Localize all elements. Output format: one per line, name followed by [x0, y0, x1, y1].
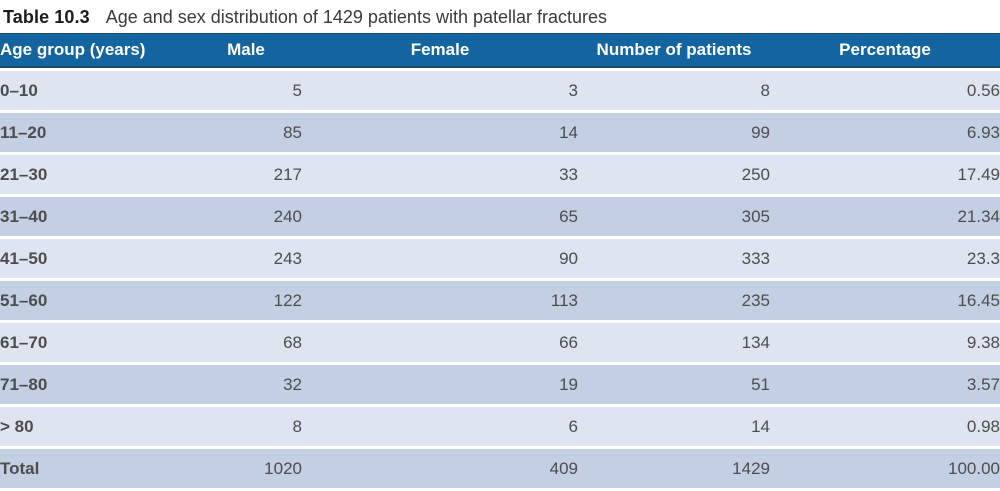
table-row: 51–60 122 113 235 16.45 — [0, 281, 1000, 320]
table-row: > 80 8 6 14 0.98 — [0, 407, 1000, 446]
data-table: Age group (years) Male Female Number of … — [0, 30, 1000, 491]
cell-patients: 305 — [578, 197, 770, 236]
table-row-total: Total 1020 409 1429 100.00 — [0, 449, 1000, 488]
cell-female: 3 — [302, 71, 578, 110]
cell-female: 65 — [302, 197, 578, 236]
cell-age-group: > 80 — [0, 407, 190, 446]
table-row: 11–20 85 14 99 6.93 — [0, 113, 1000, 152]
cell-age-group: 11–20 — [0, 113, 190, 152]
table-row: 31–40 240 65 305 21.34 — [0, 197, 1000, 236]
cell-patients: 14 — [578, 407, 770, 446]
table-row: 71–80 32 19 51 3.57 — [0, 365, 1000, 404]
cell-percentage: 0.98 — [770, 407, 1000, 446]
column-header-age-group: Age group (years) — [0, 33, 190, 68]
column-header-percentage: Percentage — [770, 33, 1000, 68]
cell-percentage: 9.38 — [770, 323, 1000, 362]
cell-percentage: 23.3 — [770, 239, 1000, 278]
cell-age-group: 41–50 — [0, 239, 190, 278]
table-row: 61–70 68 66 134 9.38 — [0, 323, 1000, 362]
cell-age-group: 61–70 — [0, 323, 190, 362]
cell-percentage: 6.93 — [770, 113, 1000, 152]
column-header-number-of-patients: Number of patients — [578, 33, 770, 68]
cell-female: 6 — [302, 407, 578, 446]
cell-age-group: Total — [0, 449, 190, 488]
cell-patients: 51 — [578, 365, 770, 404]
cell-male: 240 — [190, 197, 302, 236]
cell-male: 32 — [190, 365, 302, 404]
cell-female: 113 — [302, 281, 578, 320]
cell-age-group: 51–60 — [0, 281, 190, 320]
cell-age-group: 71–80 — [0, 365, 190, 404]
cell-female: 33 — [302, 155, 578, 194]
cell-percentage: 3.57 — [770, 365, 1000, 404]
cell-patients: 134 — [578, 323, 770, 362]
cell-age-group: 21–30 — [0, 155, 190, 194]
cell-male: 217 — [190, 155, 302, 194]
table-row: 41–50 243 90 333 23.3 — [0, 239, 1000, 278]
cell-patients: 235 — [578, 281, 770, 320]
cell-male: 85 — [190, 113, 302, 152]
cell-female: 14 — [302, 113, 578, 152]
cell-percentage: 16.45 — [770, 281, 1000, 320]
cell-female: 409 — [302, 449, 578, 488]
cell-male: 8 — [190, 407, 302, 446]
cell-percentage: 0.56 — [770, 71, 1000, 110]
cell-percentage: 21.34 — [770, 197, 1000, 236]
cell-female: 19 — [302, 365, 578, 404]
cell-patients: 99 — [578, 113, 770, 152]
header-row: Age group (years) Male Female Number of … — [0, 33, 1000, 68]
cell-male: 122 — [190, 281, 302, 320]
cell-percentage: 100.00 — [770, 449, 1000, 488]
cell-age-group: 0–10 — [0, 71, 190, 110]
table-caption-number: Table 10.3 — [3, 7, 90, 27]
table-row: 21–30 217 33 250 17.49 — [0, 155, 1000, 194]
cell-male: 68 — [190, 323, 302, 362]
cell-age-group: 31–40 — [0, 197, 190, 236]
table-caption-text: Age and sex distribution of 1429 patient… — [105, 7, 608, 27]
cell-male: 243 — [190, 239, 302, 278]
cell-patients: 8 — [578, 71, 770, 110]
cell-percentage: 17.49 — [770, 155, 1000, 194]
cell-patients: 250 — [578, 155, 770, 194]
cell-patients: 1429 — [578, 449, 770, 488]
column-header-male: Male — [190, 33, 302, 68]
column-header-female: Female — [302, 33, 578, 68]
cell-female: 90 — [302, 239, 578, 278]
table-row: 0–10 5 3 8 0.56 — [0, 71, 1000, 110]
cell-female: 66 — [302, 323, 578, 362]
cell-male: 5 — [190, 71, 302, 110]
cell-male: 1020 — [190, 449, 302, 488]
cell-patients: 333 — [578, 239, 770, 278]
table-caption: Table 10.3 Age and sex distribution of 1… — [0, 0, 1000, 30]
